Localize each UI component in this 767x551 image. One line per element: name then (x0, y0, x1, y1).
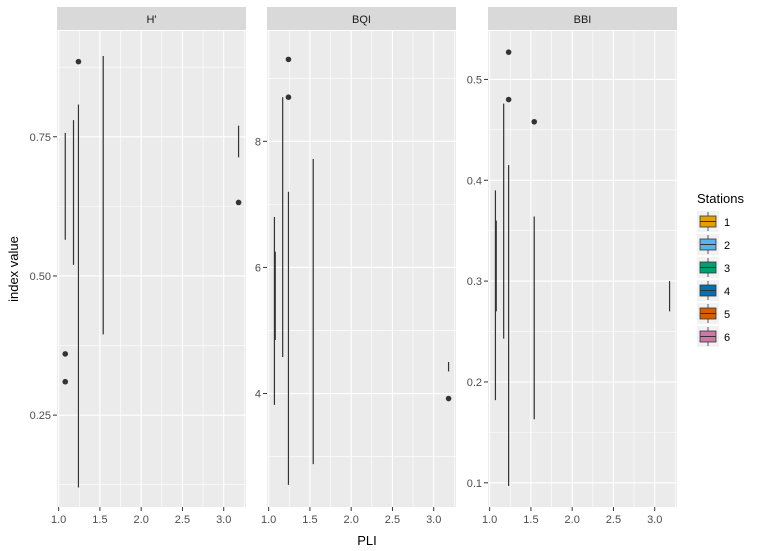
outlier-point (285, 94, 292, 100)
legend-item-label: 2 (724, 240, 730, 252)
x-tick-label: 2.5 (385, 514, 400, 526)
legend-title: Stations (697, 191, 744, 206)
y-axis-title: index value (6, 236, 21, 302)
outlier-point (62, 351, 69, 357)
panel-background (267, 31, 456, 507)
legend-item-station-3: 3 (697, 257, 730, 278)
x-tick-label: 1.0 (51, 514, 66, 526)
x-tick-label: 2.0 (134, 514, 149, 526)
legend-stations: Stations 1 2 3 4 5 6 (697, 191, 744, 347)
y-tick-label: 0.3 (467, 276, 482, 288)
y-tick-label: 8 (255, 136, 261, 148)
outlier-point (505, 96, 512, 103)
legend-item-station-1: 1 (697, 211, 730, 232)
outlier-point (531, 118, 538, 125)
legend-item-station-5: 5 (697, 303, 730, 324)
x-tick-label: 1.5 (302, 514, 317, 526)
legend-item-label: 4 (724, 286, 730, 298)
x-tick-label: 3.0 (647, 514, 662, 526)
legend-item-label: 1 (724, 217, 730, 229)
facet-panel-2: BQI 1.0 1.5 2.0 2.5 3.0 4 6 8 (255, 7, 456, 526)
x-tick-label: 3.0 (426, 514, 441, 526)
y-tick-label: 0.5 (467, 74, 482, 86)
facet-panel-3: BBI 1.0 1.5 2.0 2.5 3.0 0.1 0.2 0.3 0.4 0.5 (467, 7, 677, 526)
panel-background (488, 31, 677, 507)
y-tick-label: 0.1 (467, 478, 482, 490)
strip-background (488, 7, 677, 30)
strip-label: H' (146, 14, 156, 26)
strip-background (267, 7, 456, 30)
x-tick-label: 2.0 (344, 514, 359, 526)
x-tick-label: 1.0 (482, 514, 497, 526)
facet-panels: H' 1.0 1.5 2.0 2.5 3.0 0.25 0.50 0.75 BQI 1.0 1.5 2.… (30, 7, 677, 526)
y-tick-label: 0.2 (467, 377, 482, 389)
x-tick-label: 2.0 (565, 514, 580, 526)
x-tick-label: 2.5 (606, 514, 621, 526)
legend-item-label: 6 (724, 332, 730, 344)
outlier-point (445, 395, 452, 402)
legend-item-label: 3 (724, 263, 730, 275)
x-tick-label: 1.5 (92, 514, 107, 526)
outlier-point (235, 199, 242, 206)
y-tick-label: 4 (255, 389, 261, 401)
outlier-point (75, 58, 82, 65)
y-tick-label: 6 (255, 262, 261, 274)
x-tick-label: 2.5 (175, 514, 190, 526)
strip-background (57, 7, 246, 30)
y-tick-label: 0.75 (30, 132, 51, 144)
x-tick-label: 1.0 (261, 514, 276, 526)
strip-label: BBI (574, 14, 592, 26)
y-tick-label: 0.50 (30, 271, 51, 283)
x-axis-title: PLI (357, 533, 377, 548)
facet-panel-1: H' 1.0 1.5 2.0 2.5 3.0 0.25 0.50 0.75 (30, 7, 246, 526)
outlier-point (505, 49, 512, 55)
panel-background (57, 31, 246, 507)
y-tick-label: 0.4 (467, 175, 482, 187)
legend-item-label: 5 (724, 309, 730, 321)
legend-item-station-2: 2 (697, 234, 730, 255)
outlier-point (285, 56, 292, 63)
strip-label: BQI (352, 14, 371, 26)
y-tick-label: 0.25 (30, 410, 51, 422)
legend-item-station-6: 6 (697, 326, 730, 347)
x-tick-label: 3.0 (216, 514, 231, 526)
outlier-point (62, 378, 69, 385)
legend-item-station-4: 4 (697, 280, 730, 301)
x-tick-label: 1.5 (523, 514, 538, 526)
